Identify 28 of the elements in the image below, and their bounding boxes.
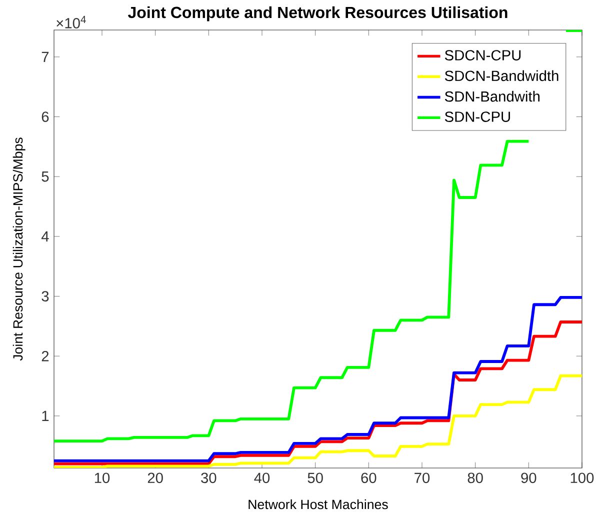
text: ×10$^{4}$ [56,16,86,28]
y-tick-label: 1 [42,410,49,421]
chart-title: Joint Compute and Network Resources Utilisation [128,6,508,22]
x-tick-label: 60 [361,472,376,484]
y-tick-label: 6 [42,112,49,122]
x-tick-label: 40 [254,472,270,484]
legend-label: SDCN-Bandwidth [444,70,558,82]
legend-label: SDN-CPU [444,112,510,122]
line-series [54,320,582,466]
y-tick-label: 4 [41,231,49,242]
legend-label: SDN-Bandwith [444,90,540,102]
line-series [54,296,582,462]
y-tick-label: 3 [42,291,49,302]
x-tick-label: 20 [148,472,163,484]
x-tick-label: 90 [521,472,536,484]
x-tick-label: 100 [570,472,594,484]
y-tick-label: 7 [42,52,49,62]
x-axis-title: Network Host Machines [248,499,388,510]
y-tick-label: 5 [42,171,49,182]
x-tick-label: 30 [201,472,216,484]
line-series [54,374,582,468]
x-tick-label: 70 [414,472,430,484]
x-tick-label: 10 [94,472,110,484]
x-tick-label: 50 [308,472,323,484]
y-axis-title: Joint Resource Utilization-MIPS/Mbps [12,138,26,361]
y-tick-label: 2 [42,350,49,362]
x-tick-label: 80 [468,472,483,484]
legend-label: SDCN-CPU [444,50,521,60]
